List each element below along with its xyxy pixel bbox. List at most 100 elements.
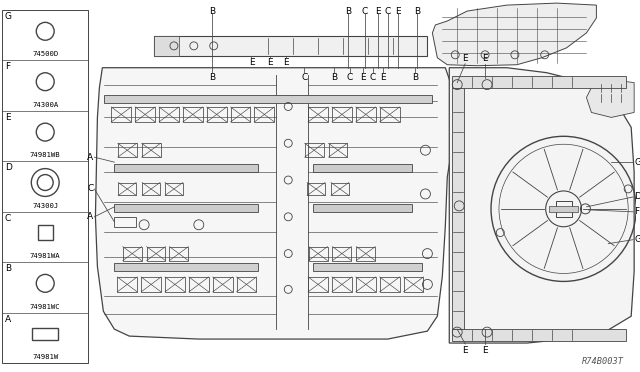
Text: 74981WA: 74981WA	[30, 253, 61, 259]
Bar	[142, 183, 160, 195]
Bar	[313, 204, 413, 212]
Bar	[404, 277, 424, 292]
Text: A: A	[87, 212, 93, 221]
Bar	[380, 277, 399, 292]
Text: B: B	[345, 7, 351, 16]
Bar	[548, 206, 579, 212]
Bar	[308, 277, 328, 292]
Text: E: E	[483, 54, 488, 63]
Text: B: B	[5, 264, 11, 273]
Text: B: B	[331, 73, 337, 82]
Text: B: B	[209, 7, 215, 16]
Bar	[212, 277, 232, 292]
Text: D: D	[634, 192, 640, 201]
Polygon shape	[95, 68, 455, 339]
Bar	[452, 329, 626, 341]
Text: C: C	[385, 7, 391, 16]
Bar	[380, 107, 399, 122]
Bar	[117, 277, 137, 292]
Text: G: G	[5, 12, 12, 21]
Bar	[313, 263, 422, 272]
Text: E: E	[395, 7, 401, 16]
Text: B: B	[412, 73, 419, 82]
Bar	[2, 10, 88, 363]
Bar	[207, 107, 227, 122]
Text: E: E	[483, 346, 488, 355]
Text: A: A	[87, 153, 93, 162]
Polygon shape	[449, 68, 634, 343]
Text: C: C	[5, 214, 12, 223]
Text: B: B	[209, 73, 215, 82]
Bar	[452, 76, 626, 87]
Text: E: E	[284, 58, 289, 67]
Bar	[183, 107, 203, 122]
Bar	[115, 263, 259, 272]
Bar	[154, 36, 428, 56]
Bar	[115, 164, 259, 172]
Text: 74500D: 74500D	[32, 51, 58, 58]
Text: G: G	[634, 235, 640, 244]
Text: G: G	[634, 158, 640, 167]
Text: C: C	[347, 73, 353, 82]
Bar	[452, 87, 464, 329]
Bar	[332, 107, 352, 122]
Bar	[38, 225, 52, 240]
Bar	[356, 247, 375, 260]
Text: C: C	[301, 73, 307, 82]
Text: F: F	[634, 207, 639, 217]
Text: E: E	[462, 54, 468, 63]
Bar	[118, 183, 136, 195]
Bar	[165, 277, 185, 292]
Bar	[159, 107, 179, 122]
Bar	[104, 94, 433, 103]
Text: 74981WC: 74981WC	[30, 304, 61, 310]
Text: 74300J: 74300J	[32, 203, 58, 209]
Bar	[147, 247, 166, 260]
Bar	[356, 277, 376, 292]
Bar	[332, 277, 352, 292]
Bar	[141, 143, 161, 157]
Text: A: A	[5, 314, 11, 324]
Text: 74981WB: 74981WB	[30, 152, 61, 158]
Bar	[141, 277, 161, 292]
Bar	[331, 183, 349, 195]
Bar	[154, 36, 179, 56]
Bar	[118, 143, 137, 157]
Text: B: B	[415, 7, 420, 16]
Text: E: E	[380, 73, 385, 82]
Bar	[313, 164, 413, 172]
Bar	[123, 247, 141, 260]
Text: 74300A: 74300A	[32, 102, 58, 108]
Text: E: E	[249, 58, 254, 67]
Text: E: E	[268, 58, 273, 67]
Bar	[111, 107, 131, 122]
Text: C: C	[362, 7, 368, 16]
Bar	[556, 201, 572, 217]
Text: E: E	[5, 113, 11, 122]
Bar	[170, 247, 188, 260]
Bar	[189, 277, 209, 292]
Text: C: C	[87, 185, 93, 193]
Text: R74B003T: R74B003T	[582, 357, 624, 366]
Bar	[165, 183, 183, 195]
Text: E: E	[360, 73, 365, 82]
Text: C: C	[370, 73, 376, 82]
Bar	[115, 217, 136, 227]
Text: 74981W: 74981W	[32, 354, 58, 360]
Bar	[333, 247, 351, 260]
Text: F: F	[5, 62, 10, 71]
Bar	[115, 204, 259, 212]
Text: E: E	[462, 346, 468, 355]
Bar	[307, 183, 325, 195]
Bar	[305, 143, 324, 157]
Bar	[356, 107, 376, 122]
Text: E: E	[375, 7, 381, 16]
Bar	[135, 107, 155, 122]
Bar	[237, 277, 257, 292]
Text: D: D	[5, 163, 12, 172]
Bar	[308, 107, 328, 122]
Bar	[32, 328, 58, 340]
Polygon shape	[586, 78, 634, 118]
Bar	[230, 107, 250, 122]
Bar	[308, 247, 328, 260]
